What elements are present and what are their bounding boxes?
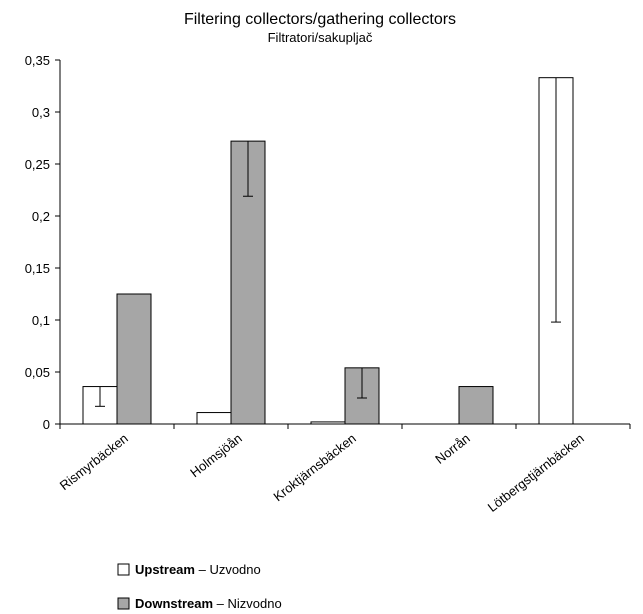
legend-label-upstream-alt: Uzvodno xyxy=(209,562,260,577)
bar-downstream-0 xyxy=(116,293,152,425)
y-tick-label: 0,25 xyxy=(25,157,50,172)
category-label: Lötbergstjärnbäcken xyxy=(485,431,587,515)
category-labels: Rismyrbäcken Holmsjöån Kroktjärnsbäcken Nor… xyxy=(57,431,587,515)
legend-sep-downstream: – xyxy=(213,596,227,611)
category-label: Holmsjöån xyxy=(187,431,245,481)
y-tick-label: 0,1 xyxy=(32,313,50,328)
y-tick-label: 0,3 xyxy=(32,105,50,120)
legend-label-upstream: Upstream xyxy=(135,562,195,577)
y-tick-label: 0,2 xyxy=(32,209,50,224)
legend-item-upstream: Upstream – Uzvodno xyxy=(117,562,261,577)
svg-text:Downstream – Nizvodno: Downstream – Nizvodno xyxy=(135,596,282,611)
y-tick-label: 0,15 xyxy=(25,261,50,276)
chart-title: Filtering collectors/gathering collector… xyxy=(184,11,456,28)
legend-label-downstream-alt: Nizvodno xyxy=(228,596,282,611)
y-tick-label: 0,35 xyxy=(25,53,50,68)
chart-subtitle: Filtratori/sakupljač xyxy=(268,30,373,45)
svg-text:Upstream – Uzvodno: Upstream – Uzvodno xyxy=(135,562,261,577)
legend: Upstream – Uzvodno Downstream – Nizvodno xyxy=(117,562,282,611)
legend-swatch-downstream xyxy=(117,597,130,610)
bar-downstream-3 xyxy=(458,386,494,425)
category-label: Rismyrbäcken xyxy=(57,431,131,494)
y-tick-label: 0 xyxy=(43,417,50,432)
axes: 0 0,05 0,1 0,15 0,2 0,25 0,3 0,35 xyxy=(25,53,631,432)
legend-swatch-upstream xyxy=(117,563,130,576)
legend-sep-upstream: – xyxy=(195,562,209,577)
y-tick-label: 0,05 xyxy=(25,365,50,380)
legend-item-downstream: Downstream – Nizvodno xyxy=(117,596,282,611)
category-label: Norrån xyxy=(432,431,473,467)
bar-upstream-2 xyxy=(310,421,346,425)
bars xyxy=(82,77,574,425)
bar-upstream-1 xyxy=(196,412,232,425)
legend-label-downstream: Downstream xyxy=(135,596,213,611)
error-bars xyxy=(95,77,561,407)
category-label: Kroktjärnsbäcken xyxy=(270,431,358,505)
